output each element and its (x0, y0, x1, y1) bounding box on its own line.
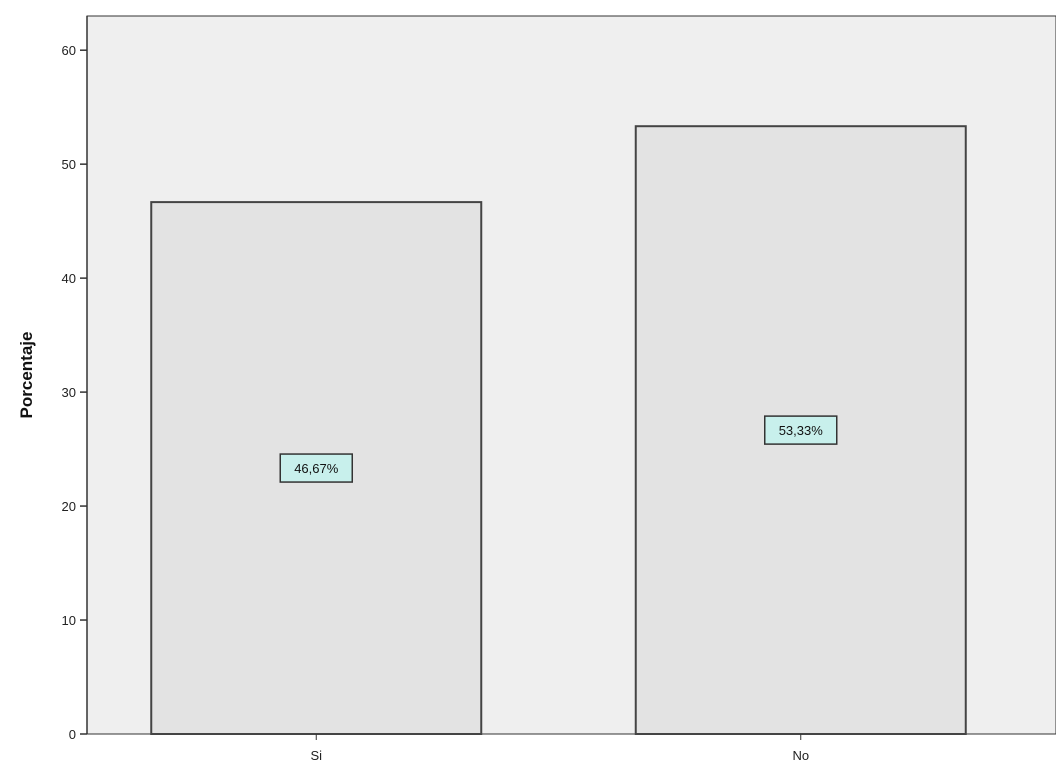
x-tick-label-si: Si (310, 748, 322, 763)
data-label-box (764, 415, 838, 445)
y-tick-label: 40 (62, 271, 76, 286)
y-axis: 0 10 20 30 40 50 60 (62, 16, 88, 742)
x-tick-label-no: No (792, 748, 809, 763)
y-tick-label: 10 (62, 613, 76, 628)
data-label-si: 46,67% (279, 453, 353, 483)
x-axis: Si No (310, 734, 809, 763)
data-label-box (279, 453, 353, 483)
y-axis-title: Porcentaje (17, 332, 36, 419)
data-labels-layer: 46,67% 53,33% (279, 415, 838, 483)
data-label-text: 53,33% (779, 423, 824, 438)
y-tick-label: 20 (62, 499, 76, 514)
y-tick-label: 60 (62, 43, 76, 58)
data-label-no: 53,33% (764, 415, 838, 445)
y-tick-label: 50 (62, 157, 76, 172)
data-label-text: 46,67% (294, 461, 339, 476)
y-tick-label: 0 (69, 727, 76, 742)
y-tick-label: 30 (62, 385, 76, 400)
